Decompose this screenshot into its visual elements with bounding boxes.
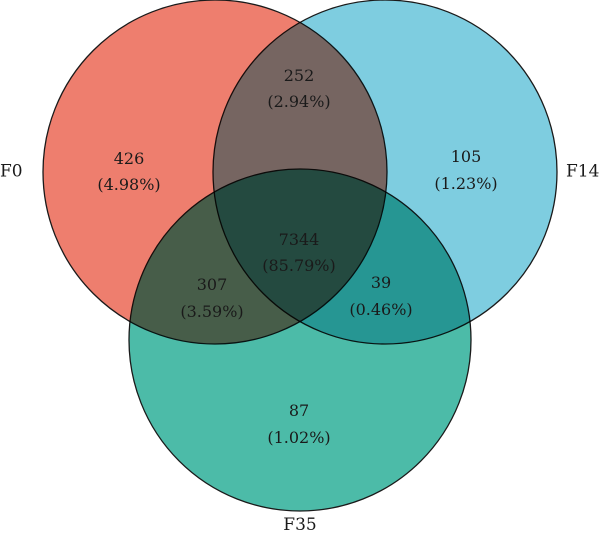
region-count-f0-f35: 307 (197, 275, 228, 294)
region-count-all: 7344 (279, 230, 320, 249)
region-percent-f14-only: (1.23%) (434, 174, 497, 193)
region-percent-f0-f14: (2.94%) (267, 92, 330, 111)
set-label-f0: F0 (0, 162, 23, 182)
region-count-f35-only: 87 (289, 401, 309, 420)
region-count-f14-only: 105 (451, 147, 482, 166)
region-percent-all: (85.79%) (262, 256, 336, 275)
region-percent-f0-only: (4.98%) (97, 175, 160, 194)
set-circle-f35 (128, 168, 472, 512)
region-percent-f35-only: (1.02%) (267, 428, 330, 447)
region-count-f0-only: 426 (114, 149, 145, 168)
region-count-f0-f14: 252 (284, 66, 315, 85)
set-label-f35: F35 (283, 515, 316, 535)
region-percent-f14-f35: (0.46%) (349, 300, 412, 319)
set-label-f14: F14 (566, 162, 599, 182)
region-count-f14-f35: 39 (371, 273, 391, 292)
region-percent-f0-f35: (3.59%) (180, 302, 243, 321)
